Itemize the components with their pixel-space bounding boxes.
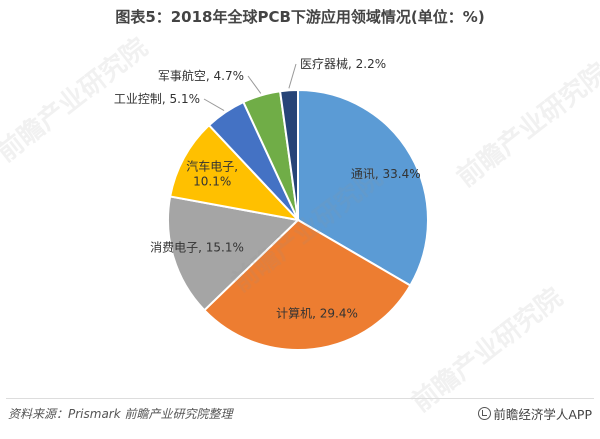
- pie-chart: 通讯, 33.4% 计算机, 29.4% 消费电子, 15.1% 汽车电子,10.1%…: [114, 56, 429, 351]
- pie-slice-1: [202, 218, 412, 351]
- brand-logo-icon: [478, 407, 492, 420]
- leader-line-5: [247, 75, 262, 94]
- slice-label-text: 医疗器械, 2.2%: [300, 56, 386, 71]
- footer-divider: [6, 398, 594, 399]
- slice-label-4: 工业控制, 5.1%: [114, 92, 200, 106]
- leader-line-6: [288, 63, 297, 89]
- slice-label-0: 通讯, 33.4%: [351, 167, 421, 181]
- slice-label-5: 军事航空, 4.7%: [158, 68, 244, 83]
- slice-label-text: 通讯, 33.4%: [351, 167, 421, 181]
- slice-label-3: 汽车电子,10.1%: [186, 158, 238, 188]
- source-note: 资料来源：Prismark 前瞻产业研究院整理: [8, 407, 233, 421]
- data-labels: 通讯, 33.4% 计算机, 29.4% 消费电子, 15.1% 汽车电子,10.1%…: [114, 56, 421, 320]
- brand-credit: 前瞻经济学人APP: [478, 404, 592, 423]
- pie-slice-3: [168, 123, 301, 222]
- slice-label-text: 军事航空, 4.7%: [158, 68, 244, 83]
- slice-label-text: 汽车电子,: [186, 158, 238, 173]
- slice-label-6: 医疗器械, 2.2%: [300, 56, 386, 71]
- leader-lines: [203, 63, 297, 112]
- slice-label-1: 计算机, 29.4%: [276, 305, 358, 320]
- slice-label-2: 消费电子, 15.1%: [150, 240, 244, 254]
- pie-slice-2: [167, 195, 301, 312]
- slice-label-text: 10.1%: [193, 174, 231, 188]
- chart-title: 图表5：2018年全球PCB下游应用领域情况(单位：%): [115, 8, 485, 26]
- pie-slice-0: [297, 88, 429, 287]
- slice-label-text: 消费电子, 15.1%: [150, 240, 244, 254]
- slice-label-text: 工业控制, 5.1%: [114, 92, 200, 106]
- pie-slices: [167, 88, 429, 351]
- pie-slice-6: [278, 88, 299, 221]
- brand-name: 前瞻经济学人APP: [493, 407, 592, 422]
- slice-label-text: 计算机, 29.4%: [276, 305, 358, 320]
- leader-line-4: [203, 98, 225, 112]
